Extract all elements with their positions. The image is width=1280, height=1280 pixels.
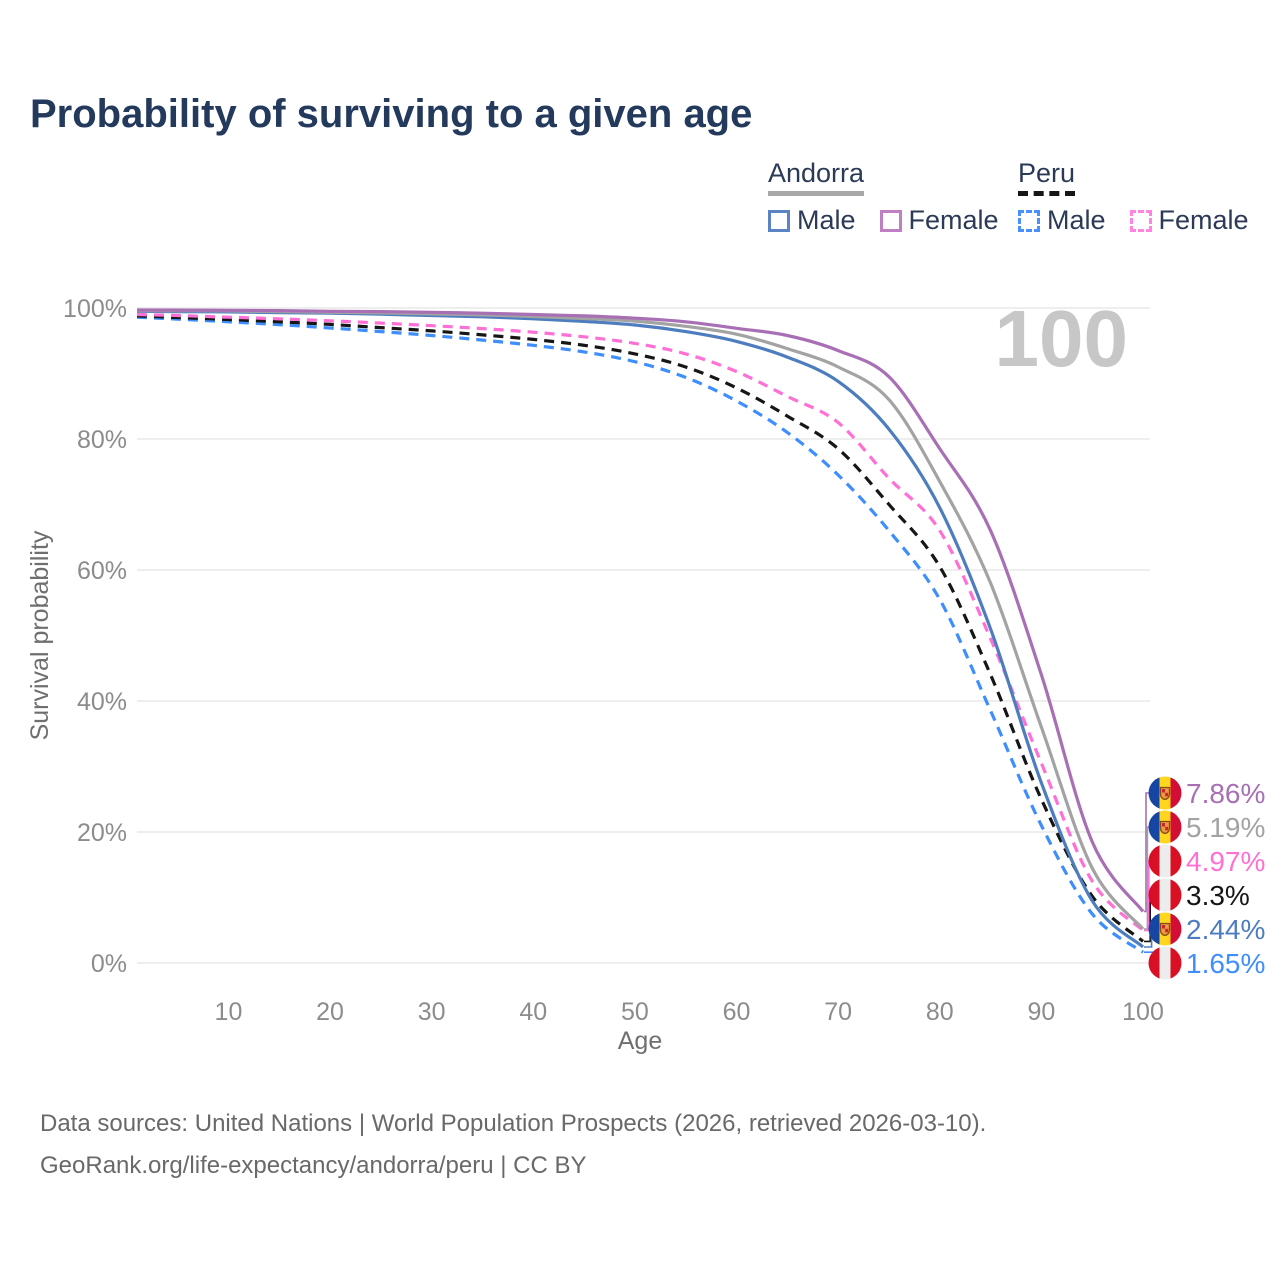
y-tick-label: 80% (77, 426, 127, 454)
x-tick-label: 50 (621, 998, 649, 1026)
x-tick-label: 40 (519, 998, 547, 1026)
y-tick-label: 40% (77, 688, 127, 716)
end-label-peru-female: 4.97% (1186, 846, 1265, 877)
x-tick-label: 70 (824, 998, 852, 1026)
footer-attribution: GeoRank.org/life-expectancy/andorra/peru… (40, 1152, 587, 1179)
flag-band-left (1148, 844, 1160, 878)
legend-item-andorra-male[interactable]: Male (768, 205, 856, 236)
flag-crest-detail (1165, 792, 1169, 797)
flag-band-left (1148, 810, 1160, 844)
legend-group-peru: Peru Male Female (1018, 158, 1249, 236)
flag-peru-icon (1148, 878, 1182, 912)
age-watermark: 100 (995, 294, 1128, 383)
legend-swatch-peru-female (1129, 209, 1152, 232)
page-title: Probability of surviving to a given age (30, 92, 753, 136)
legend-label-andorra-female: Female (908, 205, 999, 235)
x-tick-label: 10 (215, 998, 243, 1026)
curve-peru-male (136, 315, 1144, 954)
y-axis-title: Survival probability (26, 530, 54, 740)
flag-band-right (1170, 776, 1182, 810)
flag-andorra-bands (1148, 776, 1182, 810)
flag-band-middle (1159, 878, 1171, 912)
x-tick-label: 30 (418, 998, 446, 1026)
x-axis-title: Age (618, 1027, 662, 1055)
flag-crest-detail (1162, 789, 1165, 793)
curve-andorra-female (136, 308, 1145, 913)
flag-band-right (1170, 878, 1182, 912)
flag-andorra-icon (1148, 776, 1182, 810)
flag-peru-icon (1148, 844, 1182, 878)
end-label-andorra-male: 2.44% (1186, 914, 1265, 945)
legend-swatch-andorra-male (768, 209, 790, 232)
flag-andorra-bands (1148, 810, 1182, 844)
flag-band-middle (1159, 844, 1171, 878)
flag-andorra-icon (1148, 810, 1182, 844)
flag-peru-bands (1148, 844, 1182, 878)
end-label-peru-total: 3.3% (1186, 880, 1250, 911)
flag-peru-bands (1148, 946, 1182, 980)
legend-item-peru-female[interactable]: Female (1129, 205, 1249, 236)
legend-label-andorra-male: Male (797, 205, 856, 235)
end-label-andorra-female: 7.86% (1186, 778, 1265, 809)
flag-peru-bands (1148, 878, 1182, 912)
flag-band-left (1148, 912, 1160, 946)
y-tick-label: 60% (77, 557, 127, 585)
curve-andorra-male (136, 309, 1145, 949)
flag-band-right (1170, 946, 1182, 980)
legend-swatch-peru-male (1018, 209, 1040, 232)
flag-band-right (1170, 810, 1182, 844)
legend-items-peru: Male Female (1018, 205, 1249, 236)
legend-items-andorra: Male Female (768, 205, 999, 236)
legend-item-peru-male[interactable]: Male (1018, 205, 1106, 236)
flag-peru-icon (1148, 946, 1182, 980)
legend-country-andorra-label: Andorra (768, 158, 865, 188)
flag-band-middle (1159, 946, 1171, 980)
x-tick-label: 80 (926, 998, 954, 1026)
end-label-andorra-total: 5.19% (1186, 812, 1265, 843)
legend-label-peru-male: Male (1047, 205, 1106, 235)
flag-crest-detail (1162, 925, 1165, 929)
x-tick-label: 20 (316, 998, 344, 1026)
legend-country-andorra: Andorra (768, 158, 865, 196)
footer-data-sources: Data sources: United Nations | World Pop… (40, 1110, 987, 1137)
y-tick-label: 20% (77, 819, 127, 847)
legend-item-andorra-female[interactable]: Female (879, 205, 999, 236)
y-tick-label: 0% (91, 950, 127, 978)
flag-band-right (1170, 912, 1182, 946)
footer: Data sources: United Nations | World Pop… (40, 1103, 986, 1187)
flag-band-right (1170, 844, 1182, 878)
legend-group-andorra: Andorra Male Female (768, 158, 999, 236)
flag-band-left (1148, 878, 1160, 912)
y-tick-label: 100% (63, 295, 127, 323)
flag-band-left (1148, 946, 1160, 980)
legend-country-peru: Peru (1018, 158, 1076, 196)
end-label-peru-male: 1.65% (1186, 948, 1265, 979)
curve-peru-total (136, 314, 1145, 943)
flag-crest-detail (1165, 826, 1169, 831)
legend-swatch-andorra-female (879, 209, 902, 232)
flag-andorra-bands (1148, 912, 1182, 946)
curve-andorra-total (136, 309, 1145, 931)
x-tick-label: 60 (723, 998, 751, 1026)
legend-label-peru-female: Female (1158, 205, 1249, 235)
flag-band-left (1148, 776, 1160, 810)
x-tick-label: 100 (1122, 998, 1164, 1026)
flag-crest-detail (1165, 928, 1169, 933)
x-tick-label: 90 (1027, 998, 1055, 1026)
flag-crest-detail (1162, 823, 1165, 827)
curve-peru-female (136, 312, 1145, 932)
legend-country-peru-label: Peru (1018, 158, 1076, 188)
flag-andorra-icon (1148, 912, 1182, 946)
